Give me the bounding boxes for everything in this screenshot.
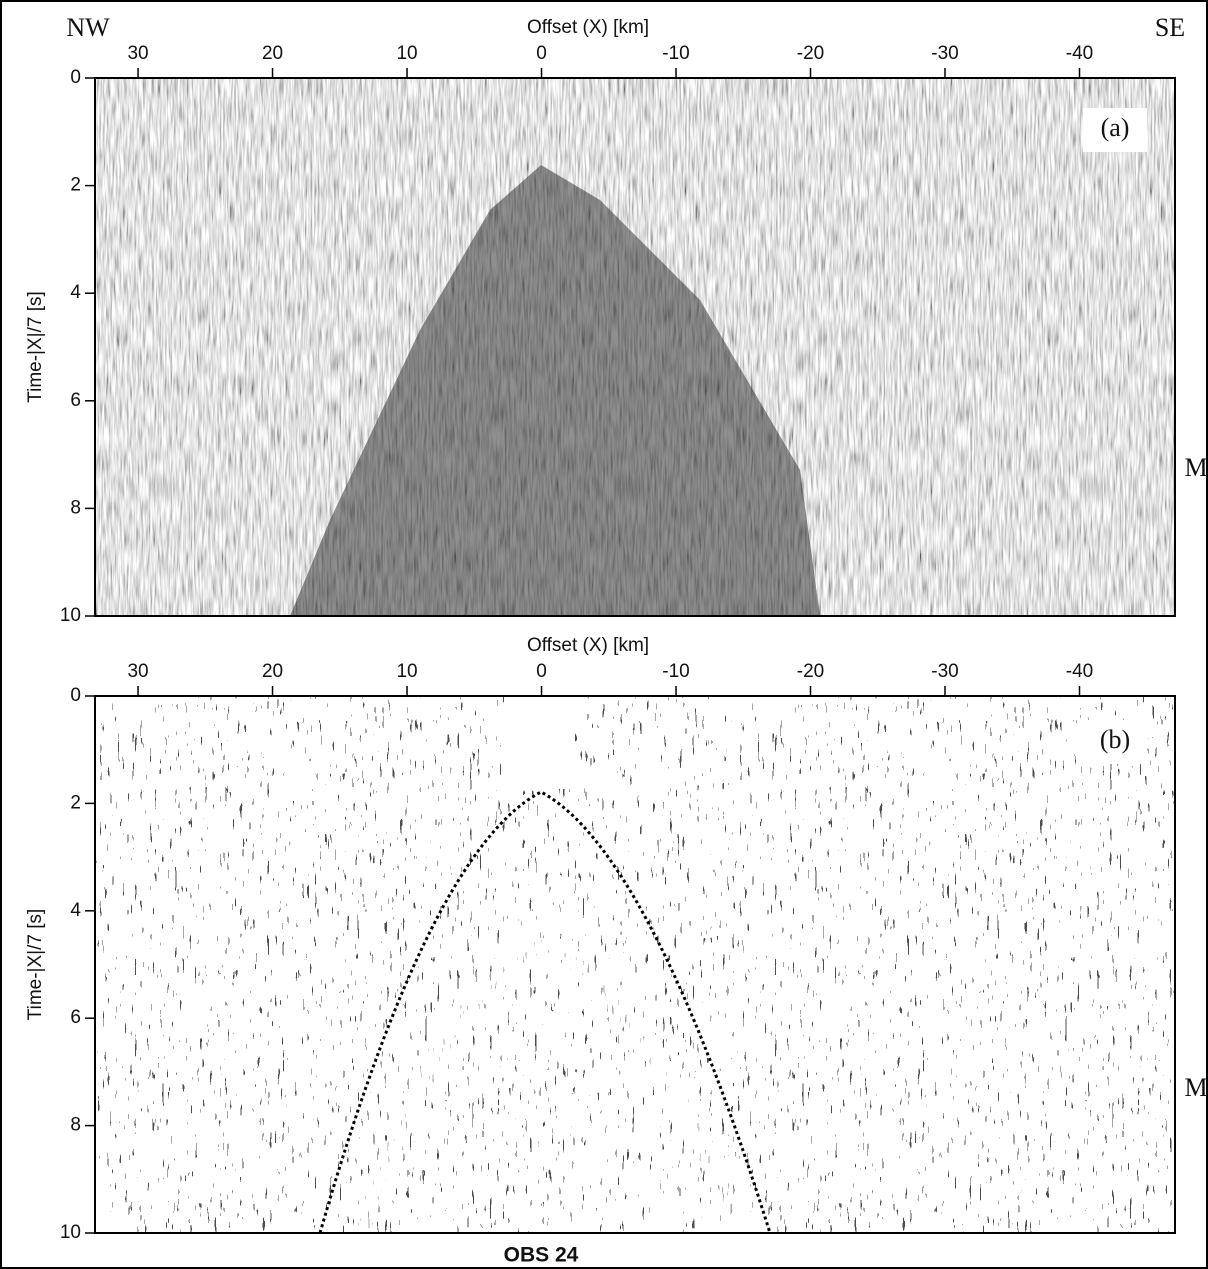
annotation: NW [66, 13, 110, 42]
y-axis-label: Time-|X|/7 [s] [25, 909, 46, 1021]
label-box [1083, 108, 1147, 152]
x-axis-label: Offset (X) [km] [527, 17, 649, 38]
y-tick-label: 2 [70, 175, 81, 196]
x-tick-label: 10 [396, 661, 417, 682]
y-tick-label: 6 [70, 1007, 81, 1028]
plot-frame [94, 695, 1176, 1234]
annotation: SE [1155, 13, 1185, 42]
x-tick-label: -10 [662, 43, 689, 64]
x-tick-label: -30 [931, 43, 958, 64]
x-axis-label: Offset (X) [km] [527, 635, 649, 656]
annotation: (b) [1100, 725, 1130, 754]
x-tick-label: 30 [127, 661, 148, 682]
annotation: M [1184, 453, 1207, 482]
x-tick-label: 20 [262, 43, 283, 64]
seismic-image-a [95, 78, 1175, 616]
seismic-image-b [95, 696, 1175, 1237]
x-tick-label: -30 [931, 661, 958, 682]
x-tick-label: 20 [262, 661, 283, 682]
y-tick-label: 6 [70, 390, 81, 411]
annotation: M [1184, 1073, 1207, 1102]
caption: OBS 24 [504, 1244, 579, 1267]
x-tick-label: -40 [1066, 661, 1093, 682]
x-tick-label: -20 [797, 43, 824, 64]
y-axis-label: Time-|X|/7 [s] [25, 291, 46, 403]
x-tick-label: 0 [536, 661, 547, 682]
y-tick-label: 0 [70, 67, 81, 88]
x-tick-label: -10 [662, 661, 689, 682]
y-tick-label: 4 [70, 900, 81, 921]
label-box [1083, 720, 1147, 764]
x-tick-label: 10 [396, 43, 417, 64]
x-tick-label: -20 [797, 661, 824, 682]
y-tick-label: 10 [60, 1222, 81, 1243]
y-tick-label: 2 [70, 792, 81, 813]
plot-frame [94, 77, 1176, 617]
y-tick-label: 0 [70, 685, 81, 706]
x-tick-label: 30 [127, 43, 148, 64]
x-tick-label: 0 [536, 43, 547, 64]
y-tick-label: 8 [70, 497, 81, 518]
x-tick-label: -40 [1066, 43, 1093, 64]
y-tick-label: 8 [70, 1115, 81, 1136]
annotation: (a) [1101, 113, 1130, 142]
y-tick-label: 4 [70, 282, 81, 303]
y-tick-label: 10 [60, 605, 81, 626]
